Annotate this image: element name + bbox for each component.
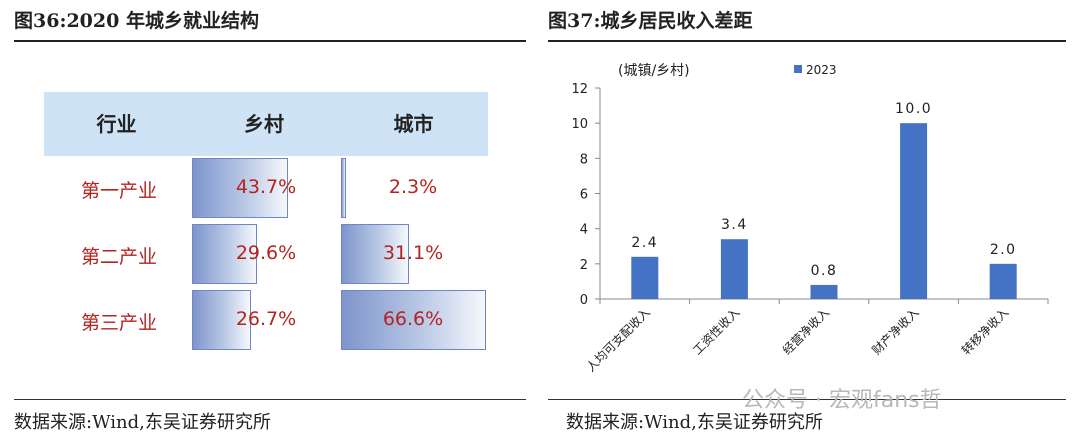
urban-share-value: 66.6%: [382, 308, 444, 330]
rural-share-bar: [192, 158, 288, 218]
y-tick-label: 4: [580, 223, 588, 238]
data-label: 0.8: [811, 263, 838, 279]
header-urban: 城市: [393, 112, 434, 136]
legend-swatch: [794, 65, 802, 73]
x-tick-label: 人均可支配收入: [584, 305, 653, 374]
x-tick-label: 转移净收入: [958, 305, 1011, 358]
row-label: 第一产业: [80, 180, 157, 202]
y-tick-label: 10: [571, 117, 588, 132]
y-tick-label: 8: [580, 152, 588, 167]
left-panel-title: 图36:2020 年城乡就业结构: [14, 10, 259, 32]
bar: [720, 239, 748, 299]
right-panel-title: 图37:城乡居民收入差距: [548, 10, 753, 32]
x-tick-label: 财产净收入: [869, 305, 921, 357]
y-axis-label: (城镇/乡村): [618, 63, 690, 79]
data-label: 2.4: [631, 235, 658, 251]
data-label: 10.0: [895, 101, 932, 117]
urban-share-bar: [341, 224, 409, 284]
urban-share-bar: [341, 158, 346, 218]
data-label: 3.4: [721, 217, 748, 233]
right-source-rule: [548, 399, 1066, 400]
right-title-rule: [548, 40, 1066, 42]
x-tick-label: 经营净收入: [780, 305, 832, 357]
x-tick-label: 工资性收入: [690, 305, 742, 357]
y-tick-label: 0: [580, 293, 588, 308]
row-label: 第三产业: [80, 312, 157, 334]
urban-share-value: 31.1%: [382, 242, 444, 264]
header-industry: 行业: [96, 112, 137, 136]
bar: [989, 263, 1017, 299]
income-gap-chart: 0 2 4 6 8 10 12 2.4 人均可支配收入 3.4 工资性收入 0.8 经营净收入 10.0 财…: [571, 63, 1049, 375]
rural-share-value: 29.6%: [235, 242, 297, 264]
urban-share-bar: [341, 290, 486, 350]
data-label: 2.0: [990, 242, 1017, 258]
rural-share-bar: [192, 224, 258, 284]
left-source-rule: [14, 399, 526, 400]
y-tick-label: 6: [580, 188, 588, 203]
y-tick-label: 2: [580, 258, 588, 273]
right-source: 数据来源:Wind,东吴证券研究所: [566, 412, 823, 433]
table-header-row: 行业 乡村 城市: [44, 92, 488, 156]
header-rural: 乡村: [244, 112, 284, 136]
y-tick-label: 12: [571, 82, 588, 97]
bar: [900, 123, 928, 300]
bar: [631, 256, 659, 299]
rural-share-value: 43.7%: [235, 176, 297, 198]
urban-share-value: 2.3%: [388, 176, 438, 198]
row-label: 第二产业: [80, 246, 157, 268]
legend-label: 2023: [806, 63, 837, 77]
left-source: 数据来源:Wind,东吴证券研究所: [14, 412, 271, 433]
left-title-rule: [14, 40, 526, 42]
rural-share-value: 26.7%: [235, 308, 297, 330]
watermark: 公众号 · 宏观fans哲: [742, 388, 942, 413]
rural-share-bar: [192, 290, 251, 350]
bar: [810, 284, 838, 299]
